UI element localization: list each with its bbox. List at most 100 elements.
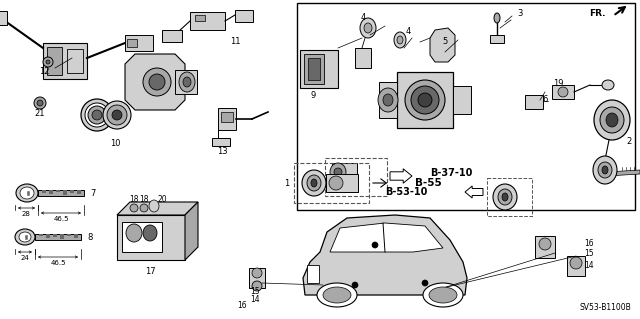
Ellipse shape xyxy=(493,184,517,210)
Text: 11: 11 xyxy=(230,38,240,47)
Ellipse shape xyxy=(602,166,608,174)
Text: B-37-10: B-37-10 xyxy=(430,168,472,178)
Text: 13: 13 xyxy=(217,147,227,157)
Ellipse shape xyxy=(423,283,463,307)
Ellipse shape xyxy=(422,280,428,286)
Bar xyxy=(67,234,71,236)
Bar xyxy=(379,82,397,118)
Ellipse shape xyxy=(85,103,109,127)
Ellipse shape xyxy=(598,162,612,178)
Ellipse shape xyxy=(539,238,551,250)
Ellipse shape xyxy=(81,99,113,131)
Bar xyxy=(535,236,555,258)
Text: 1: 1 xyxy=(284,179,290,188)
Text: SV53-B1100B: SV53-B1100B xyxy=(580,303,632,313)
Ellipse shape xyxy=(311,179,317,187)
Text: 5: 5 xyxy=(442,38,447,47)
Text: 19: 19 xyxy=(553,79,563,88)
Polygon shape xyxy=(465,186,483,198)
Ellipse shape xyxy=(252,268,262,278)
Text: 14: 14 xyxy=(584,262,594,271)
Bar xyxy=(190,12,225,30)
Bar xyxy=(355,48,371,68)
Ellipse shape xyxy=(600,107,624,133)
Bar xyxy=(39,234,43,236)
Bar xyxy=(300,50,338,88)
Ellipse shape xyxy=(37,100,43,106)
Ellipse shape xyxy=(46,60,50,64)
Ellipse shape xyxy=(92,110,102,120)
Bar xyxy=(304,54,324,84)
Text: 10: 10 xyxy=(109,138,120,147)
Text: 15: 15 xyxy=(250,287,260,296)
Polygon shape xyxy=(125,54,185,110)
Bar xyxy=(326,174,358,192)
Ellipse shape xyxy=(149,74,165,90)
Bar xyxy=(53,234,57,237)
Ellipse shape xyxy=(558,87,568,97)
Ellipse shape xyxy=(397,36,403,44)
Bar xyxy=(552,85,574,99)
Ellipse shape xyxy=(140,204,148,212)
Text: 18: 18 xyxy=(140,196,148,204)
Bar xyxy=(117,215,185,260)
Bar xyxy=(74,234,78,238)
Bar xyxy=(162,30,182,42)
Bar xyxy=(175,70,197,94)
Text: 2: 2 xyxy=(626,137,631,146)
Bar xyxy=(60,234,64,239)
Ellipse shape xyxy=(594,100,630,140)
Ellipse shape xyxy=(334,168,342,176)
Polygon shape xyxy=(117,202,198,215)
Bar xyxy=(47,47,62,75)
Ellipse shape xyxy=(20,187,34,199)
Ellipse shape xyxy=(179,72,195,92)
Text: 46.5: 46.5 xyxy=(53,216,68,222)
Ellipse shape xyxy=(183,77,191,87)
Ellipse shape xyxy=(360,18,376,38)
Bar xyxy=(49,190,53,194)
Bar xyxy=(35,234,81,240)
Ellipse shape xyxy=(597,163,611,181)
Text: 4: 4 xyxy=(360,13,365,23)
Ellipse shape xyxy=(252,281,262,291)
Ellipse shape xyxy=(405,80,445,120)
Bar xyxy=(25,235,27,239)
Polygon shape xyxy=(390,169,412,183)
Bar xyxy=(332,163,357,191)
Ellipse shape xyxy=(570,257,582,269)
Bar xyxy=(56,190,60,192)
Ellipse shape xyxy=(307,175,321,191)
Bar xyxy=(567,256,585,276)
Ellipse shape xyxy=(149,200,159,212)
Text: FR.: FR. xyxy=(589,10,606,19)
Text: 9: 9 xyxy=(310,91,316,100)
Bar xyxy=(308,58,320,80)
Polygon shape xyxy=(607,170,640,176)
Ellipse shape xyxy=(602,80,614,90)
Ellipse shape xyxy=(364,23,372,33)
Ellipse shape xyxy=(143,68,171,96)
Ellipse shape xyxy=(330,163,346,181)
Bar xyxy=(212,138,230,146)
Text: 21: 21 xyxy=(35,108,45,117)
Text: 6: 6 xyxy=(542,95,547,105)
Polygon shape xyxy=(303,215,467,295)
Ellipse shape xyxy=(15,229,35,245)
Bar xyxy=(487,178,532,216)
Text: 24: 24 xyxy=(20,255,29,261)
Text: 20: 20 xyxy=(157,196,167,204)
Bar xyxy=(27,191,29,195)
Ellipse shape xyxy=(103,101,131,129)
Ellipse shape xyxy=(107,105,127,125)
Text: 4: 4 xyxy=(405,27,411,36)
Ellipse shape xyxy=(429,287,457,303)
Text: 16: 16 xyxy=(237,301,247,310)
Text: 12: 12 xyxy=(39,68,49,77)
Bar xyxy=(77,190,81,194)
Text: 16: 16 xyxy=(584,239,594,248)
Bar xyxy=(125,35,153,51)
Bar xyxy=(249,268,265,288)
Bar xyxy=(195,15,205,21)
Ellipse shape xyxy=(317,283,357,307)
